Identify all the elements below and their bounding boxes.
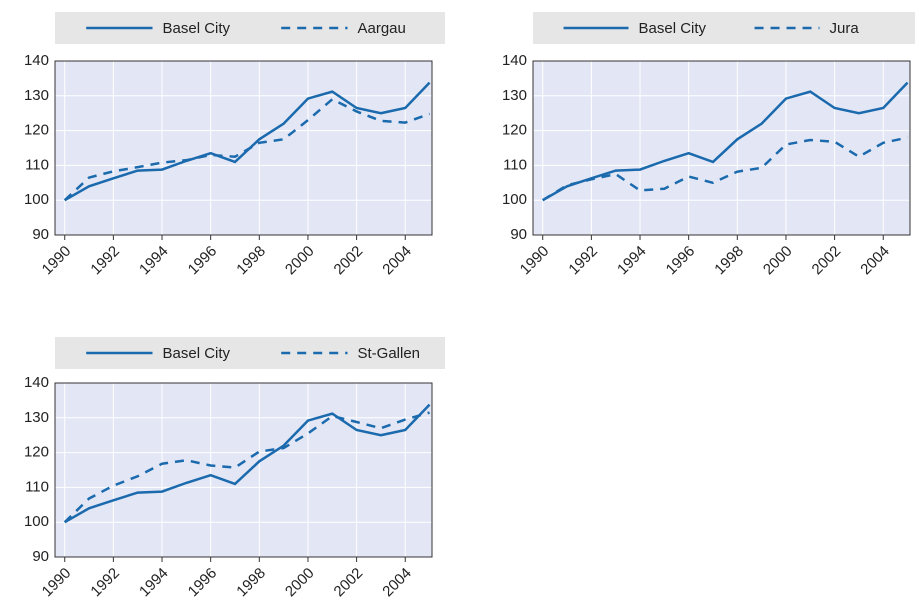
series-line <box>542 136 908 202</box>
x-tick-label: 1992 <box>87 243 123 279</box>
x-tick-label: 1996 <box>185 565 221 601</box>
y-tick-label: 140 <box>502 52 527 69</box>
legend-label: Jura <box>830 20 860 37</box>
plot-area <box>55 383 432 557</box>
y-tick-label: 140 <box>24 374 49 391</box>
y-tick-label: 100 <box>502 191 527 208</box>
x-tick-label: 2002 <box>809 243 845 279</box>
y-tick-label: 90 <box>32 548 49 565</box>
x-tick-label: 1990 <box>517 243 553 279</box>
x-tick-label: 2000 <box>282 243 318 279</box>
y-tick-label: 90 <box>32 226 49 243</box>
x-tick-label: 1998 <box>711 243 747 279</box>
legend-label: Basel City <box>163 20 231 37</box>
series-line <box>542 81 909 202</box>
y-tick-label: 130 <box>502 87 527 104</box>
x-tick-label: 1996 <box>185 243 221 279</box>
x-tick-label: 1992 <box>565 243 601 279</box>
x-tick-label: 2004 <box>379 243 415 279</box>
y-tick-label: 120 <box>24 444 49 461</box>
plot-area <box>533 61 910 235</box>
x-tick-label: 1994 <box>136 243 172 279</box>
x-tick-label: 2004 <box>379 565 415 601</box>
x-tick-label: 2000 <box>282 565 318 601</box>
y-tick-label: 120 <box>24 122 49 139</box>
x-tick-label: 1998 <box>233 565 269 601</box>
legend-label: Aargau <box>358 20 406 37</box>
x-tick-label: 2000 <box>760 243 796 279</box>
series-line <box>63 97 430 202</box>
y-tick-label: 130 <box>24 87 49 104</box>
x-tick-label: 2002 <box>331 243 367 279</box>
legend-label: Basel City <box>163 345 231 362</box>
x-tick-label: 1994 <box>614 243 650 279</box>
plot-area <box>55 61 432 235</box>
y-tick-label: 110 <box>503 156 527 173</box>
y-tick-label: 110 <box>25 478 49 495</box>
plot-frame <box>54 382 433 558</box>
y-tick-label: 100 <box>24 513 49 530</box>
x-tick-label: 1992 <box>87 565 123 601</box>
series-line <box>63 411 430 524</box>
x-tick-label: 2004 <box>857 243 893 279</box>
y-tick-label: 130 <box>24 409 49 426</box>
legend-label: Basel City <box>639 20 707 37</box>
y-tick-label: 110 <box>25 156 49 173</box>
y-tick-label: 100 <box>24 191 49 208</box>
plot-frame <box>532 60 911 236</box>
y-tick-label: 140 <box>24 52 49 69</box>
series-line <box>64 403 431 524</box>
plot-frame <box>54 60 433 236</box>
x-tick-label: 1996 <box>663 243 699 279</box>
y-tick-label: 90 <box>510 226 527 243</box>
y-tick-label: 120 <box>502 122 527 139</box>
x-tick-label: 2002 <box>331 565 367 601</box>
x-tick-label: 1998 <box>233 243 269 279</box>
legend-label: St-Gallen <box>358 345 421 362</box>
x-tick-label: 1994 <box>136 565 172 601</box>
x-tick-label: 1990 <box>39 243 75 279</box>
x-tick-label: 1990 <box>39 565 75 601</box>
